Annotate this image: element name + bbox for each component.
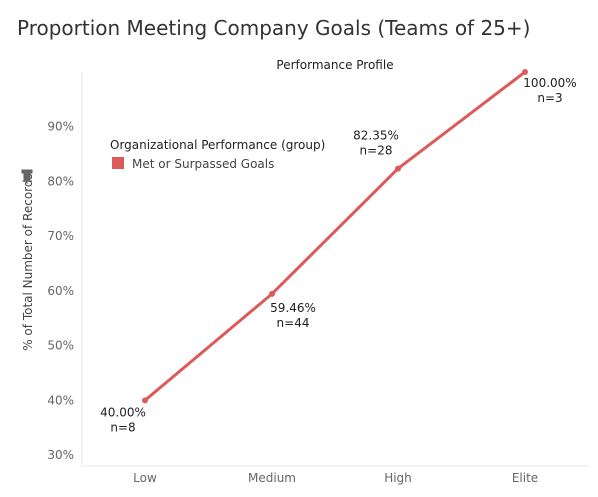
- data-label-count: n=3: [537, 91, 562, 105]
- data-label-count: n=44: [277, 316, 310, 330]
- y-tick-label: 90%: [47, 120, 74, 134]
- x-tick-label: Low: [133, 471, 157, 485]
- column-header: Performance Profile: [276, 58, 393, 72]
- data-label-value: 100.00%: [523, 76, 576, 90]
- data-label-value: 82.35%: [353, 129, 399, 143]
- x-axis-ticks: Low Medium High Elite: [133, 471, 538, 485]
- y-tick-label: 60%: [47, 284, 74, 298]
- y-axis-ticks: 30% 40% 50% 60% 70% 80% 90%: [47, 120, 74, 462]
- data-point[interactable]: [395, 165, 401, 172]
- y-tick-label: 80%: [47, 174, 74, 188]
- x-tick-label: High: [384, 471, 412, 485]
- page-title: Proportion Meeting Company Goals (Teams …: [17, 16, 531, 40]
- y-tick-label: 70%: [47, 229, 74, 243]
- y-tick-label: 50%: [47, 339, 74, 353]
- data-labels: 40.00%n=8 59.46%n=44 82.35%n=28 100.00%n=3: [100, 76, 577, 434]
- y-axis-title[interactable]: % of Total Number of Records: [21, 173, 35, 351]
- data-label-value: 40.00%: [100, 405, 146, 419]
- data-point[interactable]: [269, 290, 275, 297]
- legend-swatch[interactable]: [112, 157, 124, 169]
- x-tick-label: Medium: [248, 471, 296, 485]
- y-tick-label: 30%: [47, 448, 74, 462]
- series-met-or-surpassed: [142, 69, 528, 404]
- data-point[interactable]: [142, 397, 148, 404]
- x-tick-label: Elite: [512, 471, 538, 485]
- legend-item-met-or-surpassed[interactable]: Met or Surpassed Goals: [132, 157, 274, 171]
- data-point[interactable]: [522, 69, 528, 75]
- pin-icon[interactable]: [21, 169, 33, 184]
- data-label-value: 59.46%: [270, 301, 316, 315]
- series-line[interactable]: [143, 70, 527, 402]
- legend: Organizational Performance (group) Met o…: [110, 138, 325, 171]
- data-label-count: n=28: [360, 144, 393, 158]
- y-tick-label: 40%: [47, 393, 74, 407]
- legend-title: Organizational Performance (group): [110, 138, 325, 152]
- data-label-count: n=8: [110, 420, 135, 434]
